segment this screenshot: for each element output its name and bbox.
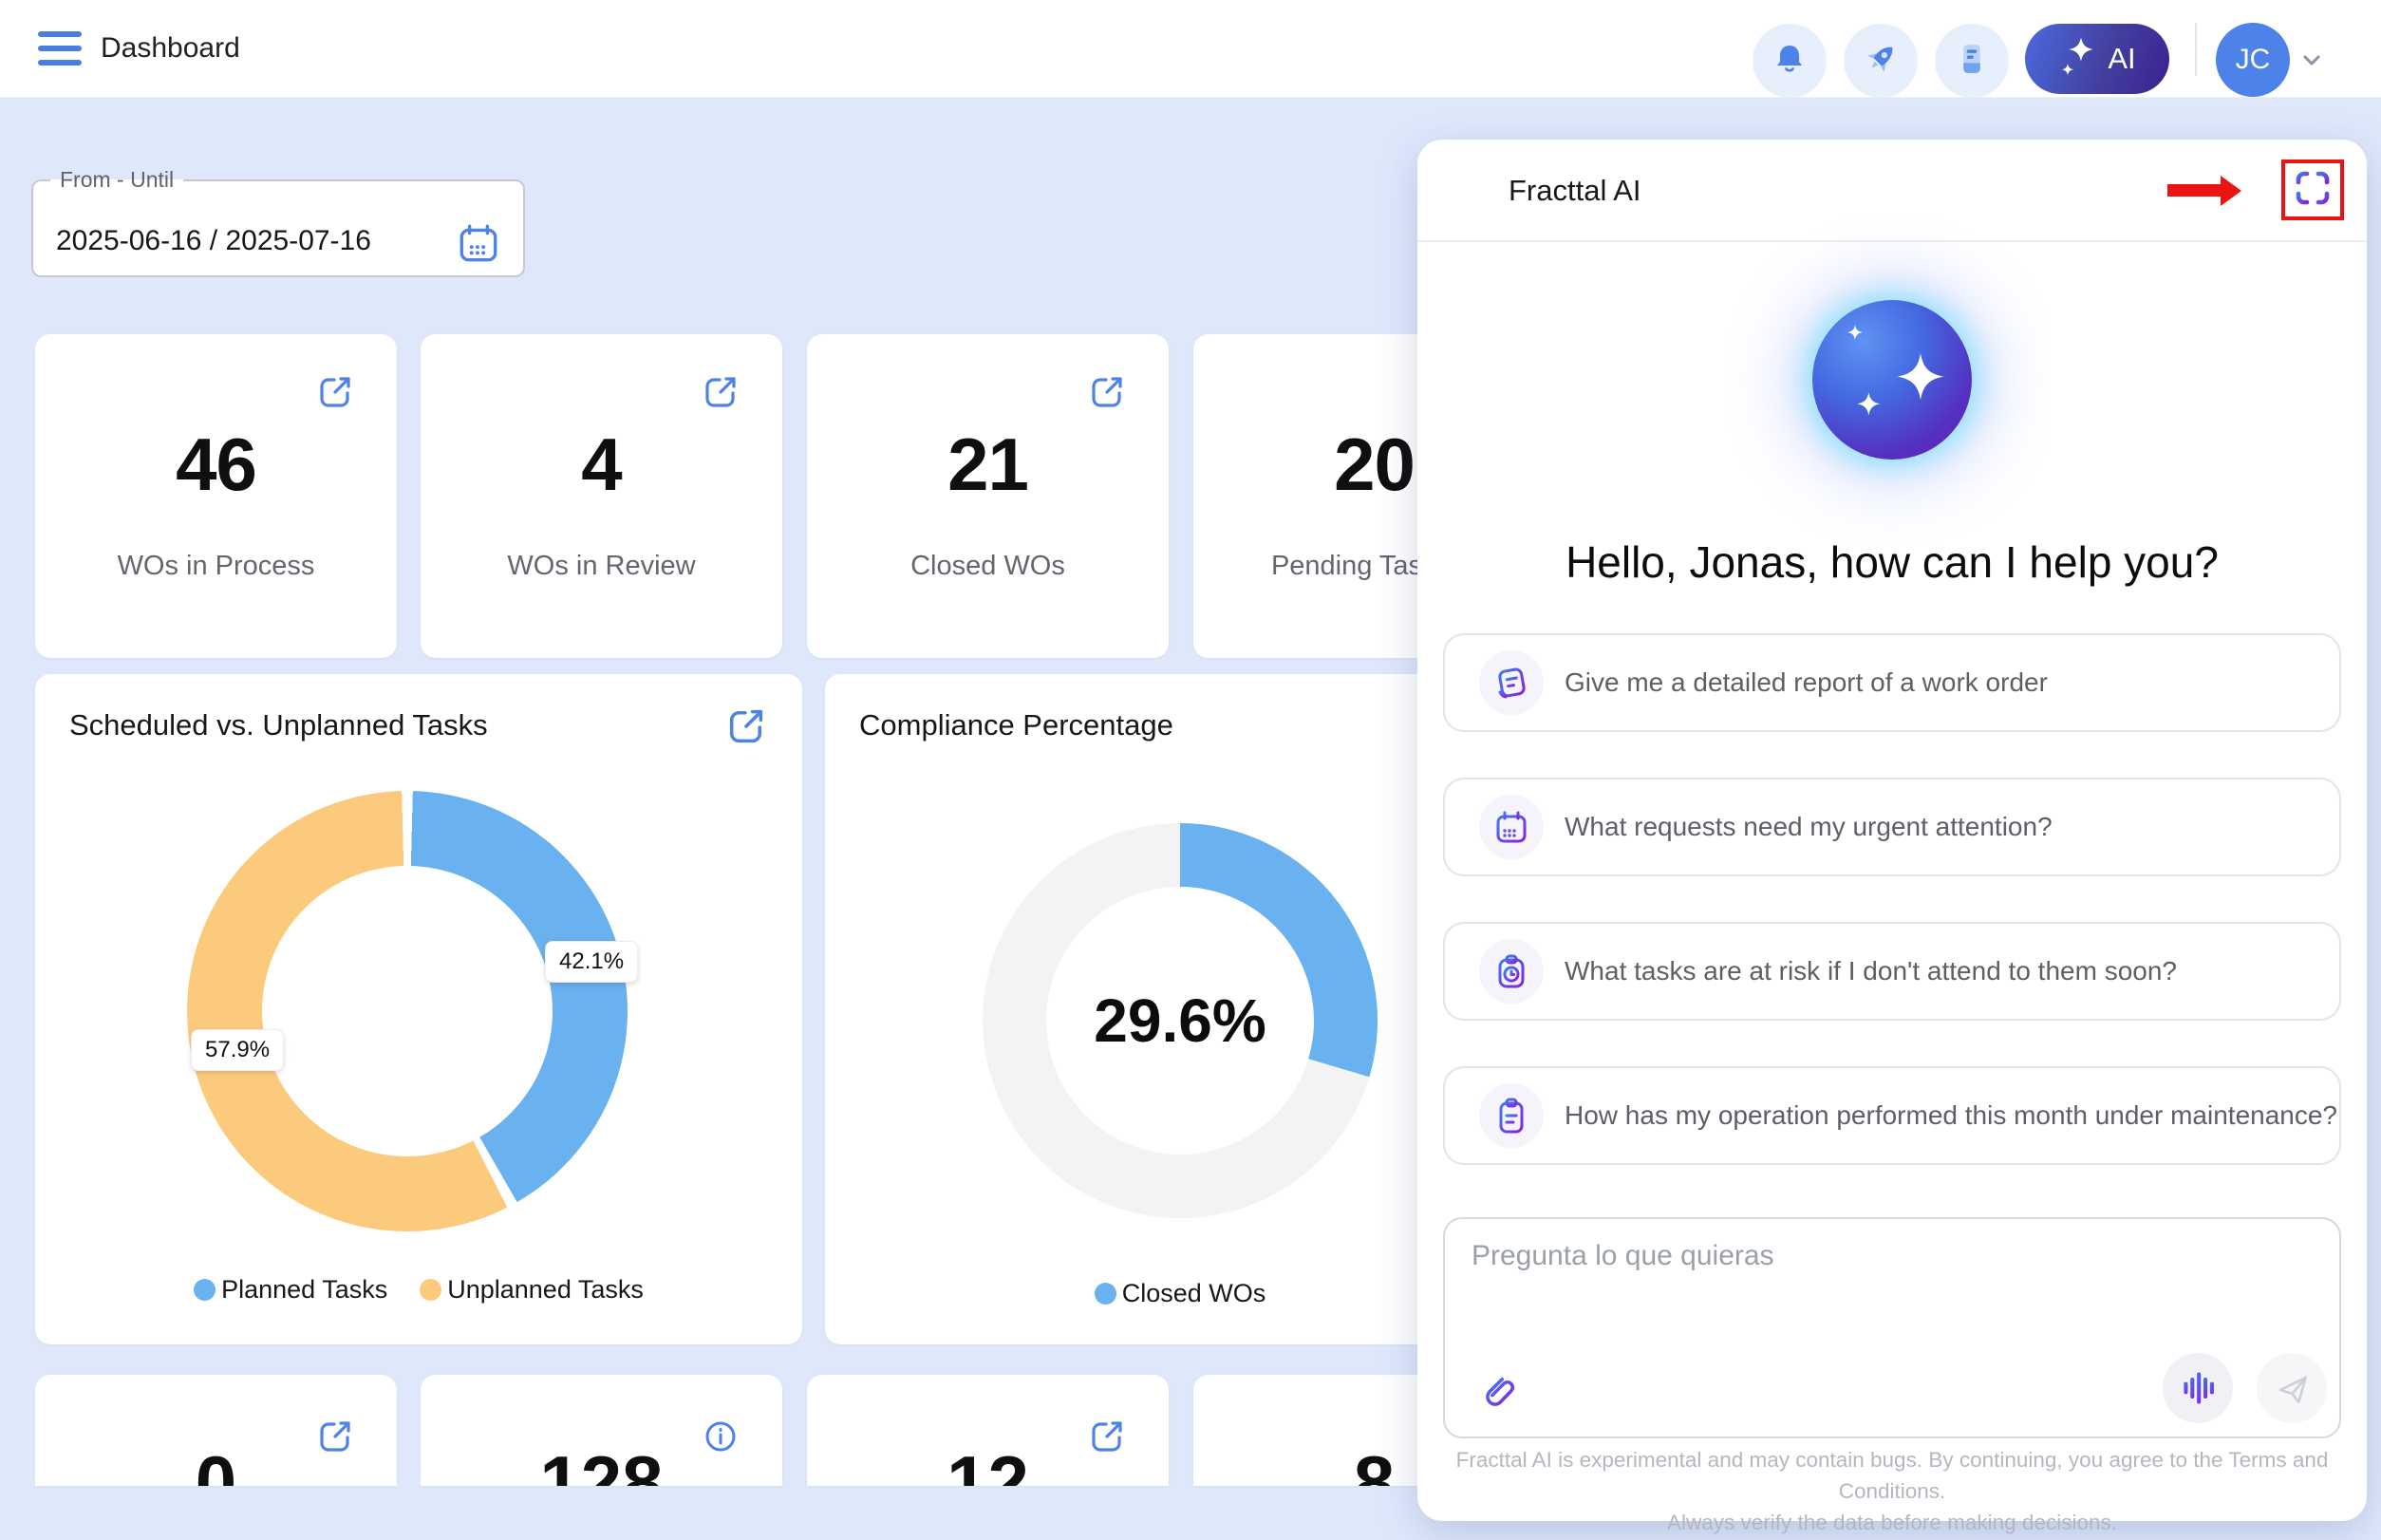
kpi-value: 0 [195, 1440, 237, 1486]
date-range-label: From - Until [60, 167, 175, 192]
topbar-divider [2195, 23, 2197, 76]
annotation-red-box [2281, 160, 2344, 220]
open-in-new-icon[interactable] [1087, 372, 1127, 417]
clipboard-clock-icon [1479, 939, 1544, 1004]
ai-suggestion-report[interactable]: Give me a detailed report of a work orde… [1443, 633, 2341, 732]
menu-hamburger-icon[interactable] [38, 31, 82, 66]
notifications-button[interactable] [1753, 24, 1827, 98]
legend-dot-planned [194, 1279, 216, 1301]
kpi-value: 20 [1334, 423, 1415, 506]
kpi-value: 8 [1353, 1440, 1396, 1486]
open-in-new-icon[interactable] [315, 372, 355, 417]
legend-label-unplanned[interactable]: Unplanned Tasks [447, 1275, 644, 1304]
chevron-down-icon[interactable] [2297, 47, 2326, 80]
kpi-card-wos-in-process: 46 WOs in Process [35, 334, 397, 658]
kpi-card-bottom-2: 128 [421, 1375, 782, 1486]
donut-label-planned: 42.1% [545, 941, 639, 983]
chart-title: Compliance Percentage [859, 708, 1173, 742]
open-in-new-icon[interactable] [1087, 1417, 1127, 1461]
chart-legend: Planned Tasks Unplanned Tasks [35, 1275, 802, 1305]
kpi-card-bottom-3: 12 [807, 1375, 1169, 1486]
gauge-hole: 29.6% [1046, 887, 1314, 1155]
fracttal-ai-panel: Fracttal AI Hello, Jonas, how can I help… [1417, 140, 2367, 1534]
ai-question-input[interactable] [1470, 1238, 2138, 1346]
kpi-card-wos-in-review: 4 WOs in Review [421, 334, 782, 658]
calendar-icon[interactable] [455, 219, 502, 272]
open-in-new-icon[interactable] [724, 704, 768, 753]
chart-title: Scheduled vs. Unplanned Tasks [69, 708, 488, 742]
legend-label-planned[interactable]: Planned Tasks [221, 1275, 388, 1304]
fracttal-ai-orb-logo [1812, 300, 1972, 460]
voice-waveform-icon[interactable] [2163, 1353, 2233, 1423]
document-icon [1952, 39, 1992, 84]
ai-suggestion-label: What requests need my urgent attention? [1565, 812, 2053, 841]
ai-suggestion-requests[interactable]: What requests need my urgent attention? [1443, 778, 2341, 876]
donut-label-unplanned: 57.9% [191, 1029, 285, 1071]
kpi-value: 46 [176, 423, 257, 506]
date-range-value: 2025-06-16 / 2025-07-16 [56, 225, 371, 256]
ai-suggestion-label: What tasks are at risk if I don't attend… [1565, 956, 2177, 986]
ai-disclaimer-line1: Fracttal AI is experimental and may cont… [1455, 1448, 2329, 1503]
legend-label-closed-wos[interactable]: Closed WOs [1121, 1279, 1266, 1307]
kpi-label: WOs in Review [507, 551, 696, 581]
donut-hole [262, 866, 553, 1156]
kpi-card-bottom-1: 0 [35, 1375, 397, 1486]
top-bar: Dashboard AI JC [0, 0, 2381, 98]
fullscreen-expand-icon[interactable] [2291, 166, 2334, 215]
kpi-value: 12 [947, 1440, 1029, 1486]
ai-suggestion-tasks-at-risk[interactable]: What tasks are at risk if I don't attend… [1443, 922, 2341, 1021]
kpi-card-closed-wos: 21 Closed WOs [807, 334, 1169, 658]
calendar-icon [1479, 795, 1544, 859]
chart-legend: Closed WOs [825, 1279, 1535, 1308]
release-notes-button[interactable] [1935, 24, 2009, 98]
ai-input-box [1443, 1217, 2341, 1438]
chart-card-scheduled-vs-unplanned: Scheduled vs. Unplanned Tasks 42.1% 57.9… [35, 674, 802, 1344]
kpi-value: 21 [947, 423, 1029, 506]
bell-icon [1770, 39, 1809, 84]
ai-assistant-button[interactable]: AI [2025, 24, 2169, 94]
kpi-label: Closed WOs [910, 551, 1065, 581]
ai-greeting: Hello, Jonas, how can I help you? [1565, 537, 2219, 587]
whats-new-button[interactable] [1844, 24, 1918, 98]
clipboard-list-icon [1479, 1083, 1544, 1148]
rocket-icon [1860, 38, 1902, 85]
ai-disclaimer-line2: Always verify the data before making dec… [1667, 1511, 2117, 1534]
ai-suggestion-label: Give me a detailed report of a work orde… [1565, 667, 2048, 697]
ai-suggestion-label: How has my operation performed this mont… [1565, 1100, 2337, 1130]
annotation-red-arrow [2167, 184, 2222, 197]
user-avatar[interactable]: JC [2216, 23, 2290, 97]
kpi-value: 128 [539, 1440, 664, 1486]
gauge-value: 29.6% [1094, 986, 1266, 1055]
open-in-new-icon[interactable] [315, 1417, 355, 1461]
open-in-new-icon[interactable] [701, 372, 741, 417]
annotation-red-arrow-head [2221, 176, 2241, 206]
avatar-initials: JC [2235, 44, 2271, 75]
kpi-value: 4 [581, 423, 622, 506]
page-title: Dashboard [101, 32, 240, 64]
ai-suggestion-operation-performance[interactable]: How has my operation performed this mont… [1443, 1066, 2341, 1165]
report-pages-icon [1479, 650, 1544, 715]
ai-panel-title: Fracttal AI [1509, 174, 1641, 207]
info-icon[interactable] [701, 1417, 741, 1461]
legend-dot-unplanned [420, 1279, 442, 1301]
ai-panel-header: Fracttal AI [1417, 140, 2367, 242]
legend-dot-closed-wos [1094, 1283, 1116, 1305]
paperclip-icon[interactable] [1470, 1363, 1521, 1415]
kpi-label: WOs in Process [117, 551, 315, 581]
sparkle-icon [2058, 35, 2098, 84]
date-range-field[interactable]: From - Until 2025-06-16 / 2025-07-16 [31, 167, 525, 277]
send-icon[interactable] [2257, 1353, 2327, 1423]
ai-disclaimer: Fracttal AI is experimental and may cont… [1417, 1444, 2367, 1538]
ai-button-label: AI [2108, 42, 2136, 75]
